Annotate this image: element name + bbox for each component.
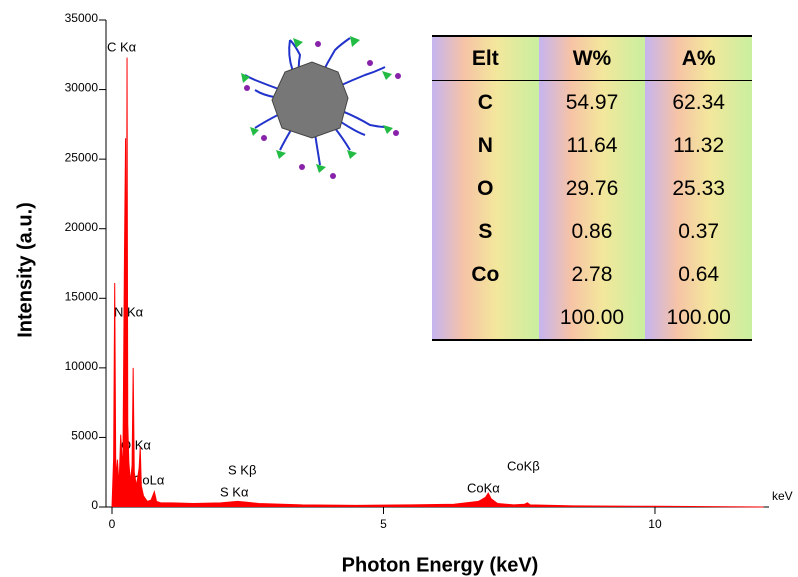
x-tick-label: 0 xyxy=(109,517,116,531)
table-row: N 11.64 11.32 xyxy=(432,124,752,167)
peak-label: S Kβ xyxy=(228,462,256,477)
y-tick-label: 10000 xyxy=(65,359,99,373)
table-cell: 54.97 xyxy=(538,80,646,124)
x-unit: keV xyxy=(772,489,793,503)
y-tick-label: 15000 xyxy=(65,289,99,303)
nanoparticle-illustration xyxy=(241,36,401,179)
table-cell xyxy=(432,296,539,340)
table-cell: O xyxy=(432,167,539,210)
table-row: Elt W% A% xyxy=(432,36,752,81)
table-cell: 62.34 xyxy=(645,80,752,124)
composition-table: Elt W% A% C 54.97 62.34 N 11.64 11.32 O 29.76 25.33… xyxy=(432,35,752,341)
table-cell: A% xyxy=(645,36,752,81)
table-cell: 100.00 xyxy=(538,296,646,340)
x-tick-label: 10 xyxy=(648,517,662,531)
table-row: O 29.76 25.33 xyxy=(432,167,752,210)
table-cell: S xyxy=(432,210,539,253)
table-cell: 2.78 xyxy=(538,253,646,296)
table-cell: 0.86 xyxy=(538,210,646,253)
spectrum xyxy=(111,57,764,508)
y-axis-title: Intensity (a.u.) xyxy=(14,202,36,338)
peak-label: N Kα xyxy=(114,304,144,319)
table-cell: 0.64 xyxy=(645,253,752,296)
table-cell: C xyxy=(432,80,539,124)
table-cell: 29.76 xyxy=(538,167,646,210)
table-cell: 11.64 xyxy=(538,124,646,167)
table-row: Co 2.78 0.64 xyxy=(432,253,752,296)
table-cell: 11.32 xyxy=(645,124,752,167)
peak-label: CoKβ xyxy=(507,458,540,473)
y-tick-label: 0 xyxy=(91,498,98,512)
y-tick-label: 30000 xyxy=(65,81,99,95)
table-cell: 25.33 xyxy=(645,167,752,210)
y-tick-label: 5000 xyxy=(71,429,98,443)
table-cell: W% xyxy=(538,36,646,81)
peak-label: C Kα xyxy=(107,39,137,54)
table-cell: 0.37 xyxy=(645,210,752,253)
table-row: 100.00 100.00 xyxy=(432,296,752,340)
x-axis-title: Photon Energy (keV) xyxy=(342,554,539,576)
table-cell: Elt xyxy=(432,36,539,81)
table-cell: Co xyxy=(432,253,539,296)
peak-label: CoKα xyxy=(467,480,500,495)
table-row: C 54.97 62.34 xyxy=(432,80,752,124)
table-cell: 100.00 xyxy=(645,296,752,340)
table-row: S 0.86 0.37 xyxy=(432,210,752,253)
table-cell: N xyxy=(432,124,539,167)
x-tick-label: 5 xyxy=(380,517,387,531)
y-tick-label: 25000 xyxy=(65,150,99,164)
y-tick-label: 35000 xyxy=(65,11,99,25)
y-tick-label: 20000 xyxy=(65,220,99,234)
peak-label: S Kα xyxy=(220,484,249,499)
